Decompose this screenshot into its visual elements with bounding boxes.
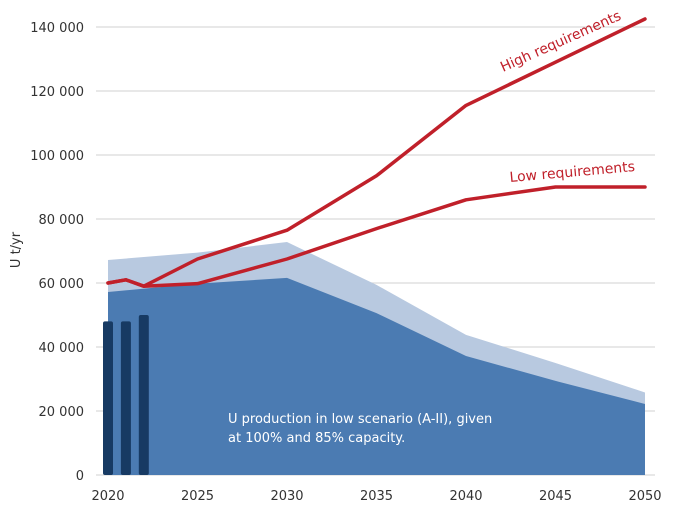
- bar-2021: [120, 321, 131, 475]
- line-low-requirements: [106, 185, 647, 288]
- annotation-line-1: U production in low scenario (A-II), giv…: [228, 412, 492, 427]
- x-tick-label: 2035: [360, 489, 393, 504]
- bar-2022: [138, 315, 149, 475]
- y-tick-labels: 0 20 000 40 000 60 000 80 000 100 000 120 000 1…: [30, 21, 84, 484]
- y-tick-label: 100 000: [30, 149, 84, 164]
- area-u-production-at-85-capacity: [108, 277, 645, 475]
- annotation-line-2: at 100% and 85% capacity.: [228, 431, 405, 446]
- y-tick-label: 80 000: [39, 213, 85, 228]
- y-tick-label: 60 000: [39, 277, 85, 292]
- x-tick-label: 2020: [91, 489, 124, 504]
- x-tick-label: 2030: [270, 489, 303, 504]
- x-tick-labels: 2020 2025 2030 2035 2040 2045 2050: [91, 489, 661, 504]
- series-label-low: Low requirements: [509, 159, 636, 186]
- series-label-high: High requirements: [498, 8, 624, 76]
- x-tick-label: 2045: [539, 489, 572, 504]
- y-tick-label: 140 000: [30, 21, 84, 36]
- lines: [106, 17, 647, 288]
- line-high-requirements: [106, 17, 647, 288]
- y-axis-label: U t/yr: [9, 231, 24, 268]
- areas: [108, 242, 645, 475]
- bar-2020: [103, 321, 113, 475]
- y-tick-label: 120 000: [30, 85, 84, 100]
- y-tick-label: 0: [76, 469, 84, 484]
- bars: [103, 315, 149, 475]
- y-tick-label: 20 000: [39, 405, 85, 420]
- x-tick-label: 2025: [181, 489, 214, 504]
- y-tick-label: 40 000: [39, 341, 85, 356]
- x-tick-label: 2050: [628, 489, 661, 504]
- x-tick-label: 2040: [449, 489, 482, 504]
